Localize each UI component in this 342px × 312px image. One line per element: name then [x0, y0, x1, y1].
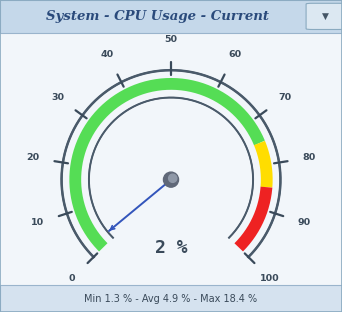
Text: System - CPU Usage - Current: System - CPU Usage - Current [46, 10, 269, 23]
Text: 50: 50 [165, 35, 177, 44]
Text: 20: 20 [26, 153, 39, 162]
Text: 0: 0 [69, 274, 75, 283]
Circle shape [163, 172, 179, 187]
Text: 60: 60 [228, 50, 241, 59]
Text: 90: 90 [298, 218, 311, 227]
Text: 10: 10 [31, 218, 44, 227]
FancyBboxPatch shape [306, 3, 342, 29]
Text: Min 1.3 % - Avg 4.9 % - Max 18.4 %: Min 1.3 % - Avg 4.9 % - Max 18.4 % [84, 294, 258, 304]
Text: 40: 40 [101, 50, 114, 59]
Text: 80: 80 [303, 153, 316, 162]
Text: 100: 100 [260, 274, 280, 283]
FancyBboxPatch shape [0, 0, 342, 33]
FancyBboxPatch shape [0, 285, 342, 312]
Text: ▼: ▼ [322, 12, 329, 21]
Text: 70: 70 [278, 93, 291, 102]
Text: 30: 30 [51, 93, 64, 102]
Text: 2 %: 2 % [155, 239, 187, 257]
Circle shape [169, 174, 177, 183]
